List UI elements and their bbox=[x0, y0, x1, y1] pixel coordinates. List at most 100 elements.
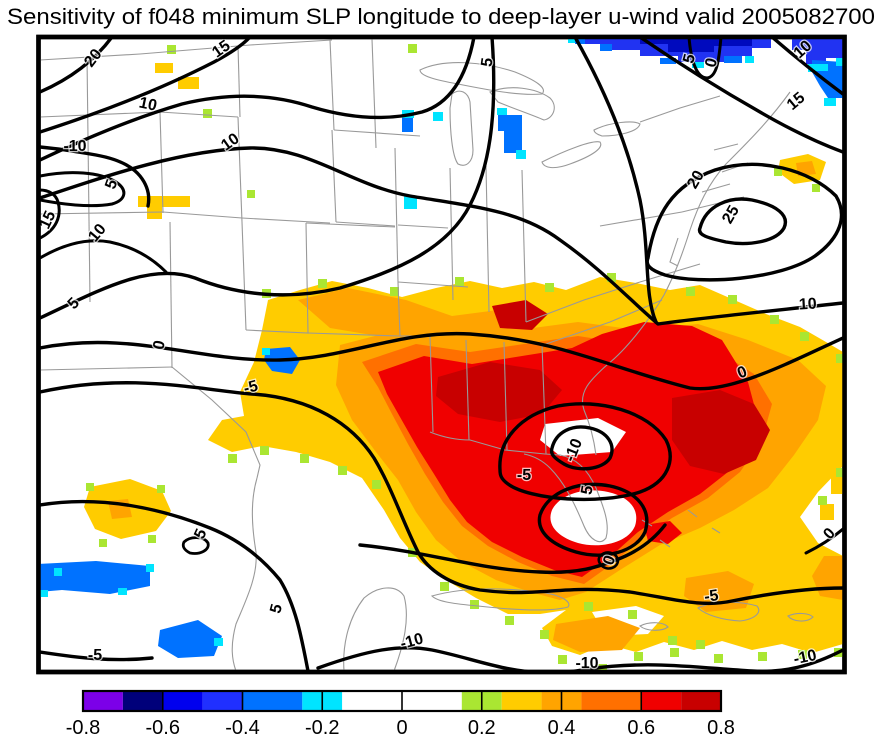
pixel-patch bbox=[600, 44, 612, 51]
pixel-patch bbox=[167, 45, 176, 54]
pixel-patch bbox=[203, 109, 212, 118]
geo-path bbox=[331, 129, 337, 223]
pixel-patch bbox=[372, 480, 381, 489]
geo-path bbox=[669, 237, 679, 267]
colorbar: -0.8 -0.6 -0.4 -0.2 0 0.2 0.4 0.6 0.8 bbox=[66, 689, 735, 738]
colorbar-segment bbox=[641, 691, 682, 711]
orange-caribbean-west bbox=[553, 616, 640, 652]
geo-path bbox=[525, 281, 641, 323]
contour-line bbox=[40, 37, 476, 162]
blue-west-band bbox=[40, 561, 150, 594]
pixel-patch bbox=[724, 56, 742, 63]
pixel-patch bbox=[99, 539, 107, 547]
colorbar-ticks bbox=[161, 691, 643, 711]
pixel-patch bbox=[824, 98, 836, 106]
colorbar-tick-label: 0.8 bbox=[707, 717, 735, 738]
geo-path bbox=[335, 221, 396, 227]
geo-path bbox=[503, 341, 508, 451]
pixel-patch bbox=[138, 196, 190, 207]
pixel-patch bbox=[816, 64, 828, 71]
plot-title: Sensitivity of f048 minimum SLP longitud… bbox=[7, 4, 875, 29]
pixel-patch bbox=[504, 131, 522, 153]
pixel-patch bbox=[820, 504, 834, 520]
geo-path bbox=[449, 90, 474, 166]
fill-layer bbox=[40, 37, 843, 658]
pixel-patch bbox=[758, 652, 767, 661]
geo-path bbox=[40, 366, 173, 371]
contour-line bbox=[498, 402, 672, 502]
blue-top-band-core bbox=[640, 37, 752, 52]
contour-line bbox=[638, 37, 843, 154]
white-gap-panhandle bbox=[540, 418, 626, 456]
contour-line bbox=[645, 162, 843, 282]
pixel-patch bbox=[800, 332, 809, 341]
colorbar-segment bbox=[122, 691, 163, 711]
geo-path bbox=[639, 622, 669, 631]
geo-path bbox=[599, 211, 683, 227]
pixel-patch-layer bbox=[40, 37, 843, 672]
blue-southwest-blob bbox=[158, 620, 222, 658]
pixel-patch bbox=[836, 58, 843, 66]
colorbar-tick-labels: -0.8 -0.6 -0.4 -0.2 0 0.2 0.4 0.6 0.8 bbox=[66, 717, 735, 738]
contour-line bbox=[549, 425, 614, 471]
geo-path bbox=[541, 141, 602, 169]
geo-path bbox=[485, 165, 490, 313]
contour-line bbox=[804, 527, 843, 555]
pixel-patch bbox=[774, 168, 782, 176]
geo-path bbox=[465, 339, 470, 441]
pixel-patch bbox=[798, 650, 807, 659]
pixel-patch bbox=[147, 207, 162, 219]
geo-path bbox=[329, 39, 335, 131]
geo-path bbox=[305, 222, 396, 228]
pixel-patch bbox=[770, 315, 779, 324]
geo-path bbox=[371, 38, 377, 149]
contour-label: -10 bbox=[63, 138, 86, 155]
pixel-patch bbox=[390, 287, 399, 296]
blue-topright-corner bbox=[792, 37, 843, 64]
geo-path bbox=[169, 221, 173, 369]
colorbar-tick-label: -0.6 bbox=[146, 717, 180, 738]
contour-line bbox=[40, 650, 154, 662]
geo-path bbox=[659, 539, 671, 548]
contour-line bbox=[40, 188, 61, 240]
geo-path bbox=[713, 143, 739, 151]
colorbar-tick-label: -0.8 bbox=[66, 717, 100, 738]
colorbar-segment bbox=[202, 691, 243, 711]
contour-label: -5 bbox=[517, 467, 531, 484]
pixel-patch bbox=[728, 295, 737, 304]
pixel-patch bbox=[686, 287, 695, 296]
geo-path bbox=[711, 527, 721, 534]
pixel-patch bbox=[455, 277, 464, 286]
pixel-patch bbox=[408, 44, 417, 53]
geo-path bbox=[593, 121, 641, 137]
colorbar-tick-label: 0.6 bbox=[627, 717, 655, 738]
contour-line bbox=[40, 331, 843, 391]
geo-path bbox=[237, 116, 243, 223]
colorbar-tick-label: 0 bbox=[396, 717, 407, 738]
pixel-patch bbox=[628, 610, 637, 619]
geo-path bbox=[394, 147, 399, 283]
contour-line bbox=[597, 551, 620, 570]
geo-path bbox=[162, 211, 331, 224]
pixel-patch bbox=[338, 466, 347, 475]
pixel-patch bbox=[318, 279, 327, 288]
pixel-patch bbox=[146, 564, 154, 572]
contour-label: -10 bbox=[575, 655, 598, 672]
geo-path bbox=[397, 224, 449, 229]
geo-path bbox=[343, 587, 407, 672]
geo-path bbox=[521, 169, 527, 323]
colorbar-segment bbox=[681, 691, 721, 711]
contour-label: -5 bbox=[242, 378, 260, 398]
pixel-patch bbox=[40, 590, 48, 597]
geo-path bbox=[430, 588, 570, 611]
geo-path bbox=[639, 95, 721, 123]
geo-path bbox=[489, 87, 555, 121]
pixel-patch bbox=[568, 37, 576, 43]
pixel-patch bbox=[812, 184, 820, 192]
geo-path bbox=[86, 55, 91, 303]
pixel-patch bbox=[540, 630, 549, 639]
geo-path bbox=[429, 431, 608, 543]
